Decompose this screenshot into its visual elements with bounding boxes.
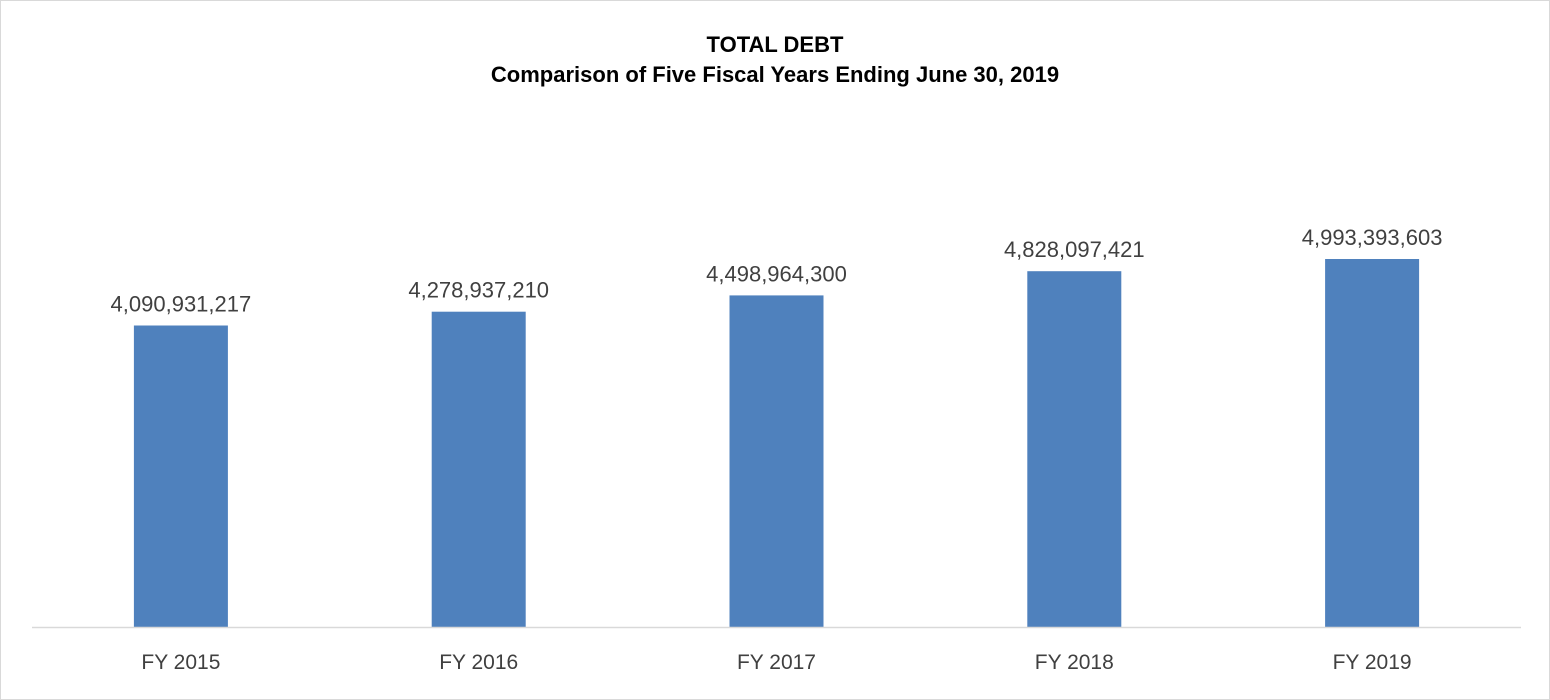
data-label: 4,498,964,300 [706, 261, 847, 286]
bar-fy-2018 [1027, 271, 1122, 627]
data-labels-layer: 4,090,931,217 4,278,937,210 4,498,964,300 4… [111, 225, 1443, 317]
data-label: 4,278,937,210 [408, 278, 549, 303]
x-tick-label: FY 2017 [737, 651, 816, 674]
data-label: 4,828,097,421 [1004, 237, 1145, 262]
bar-fy-2016 [431, 311, 526, 627]
chart-subtitle: Comparison of Five Fiscal Years Ending J… [490, 62, 1060, 87]
x-tick-label: FY 2015 [141, 651, 220, 674]
x-tick-labels-layer: FY 2015 FY 2016 FY 2017 FY 2018 FY 2019 [141, 651, 1411, 674]
bar-fy-2019 [1325, 259, 1420, 627]
chart-title-block: TOTAL DEBT Comparison of Five Fiscal Yea… [0, 30, 1550, 90]
data-label: 4,993,393,603 [1302, 225, 1443, 250]
chart-title: TOTAL DEBT [706, 32, 844, 57]
x-tick-label: FY 2018 [1035, 651, 1114, 674]
x-tick-label: FY 2019 [1333, 651, 1412, 674]
bars-layer [133, 259, 1420, 627]
bar-fy-2015 [133, 325, 228, 627]
data-label: 4,090,931,217 [111, 292, 252, 317]
bar-fy-2017 [729, 295, 824, 627]
x-tick-label: FY 2016 [439, 651, 518, 674]
